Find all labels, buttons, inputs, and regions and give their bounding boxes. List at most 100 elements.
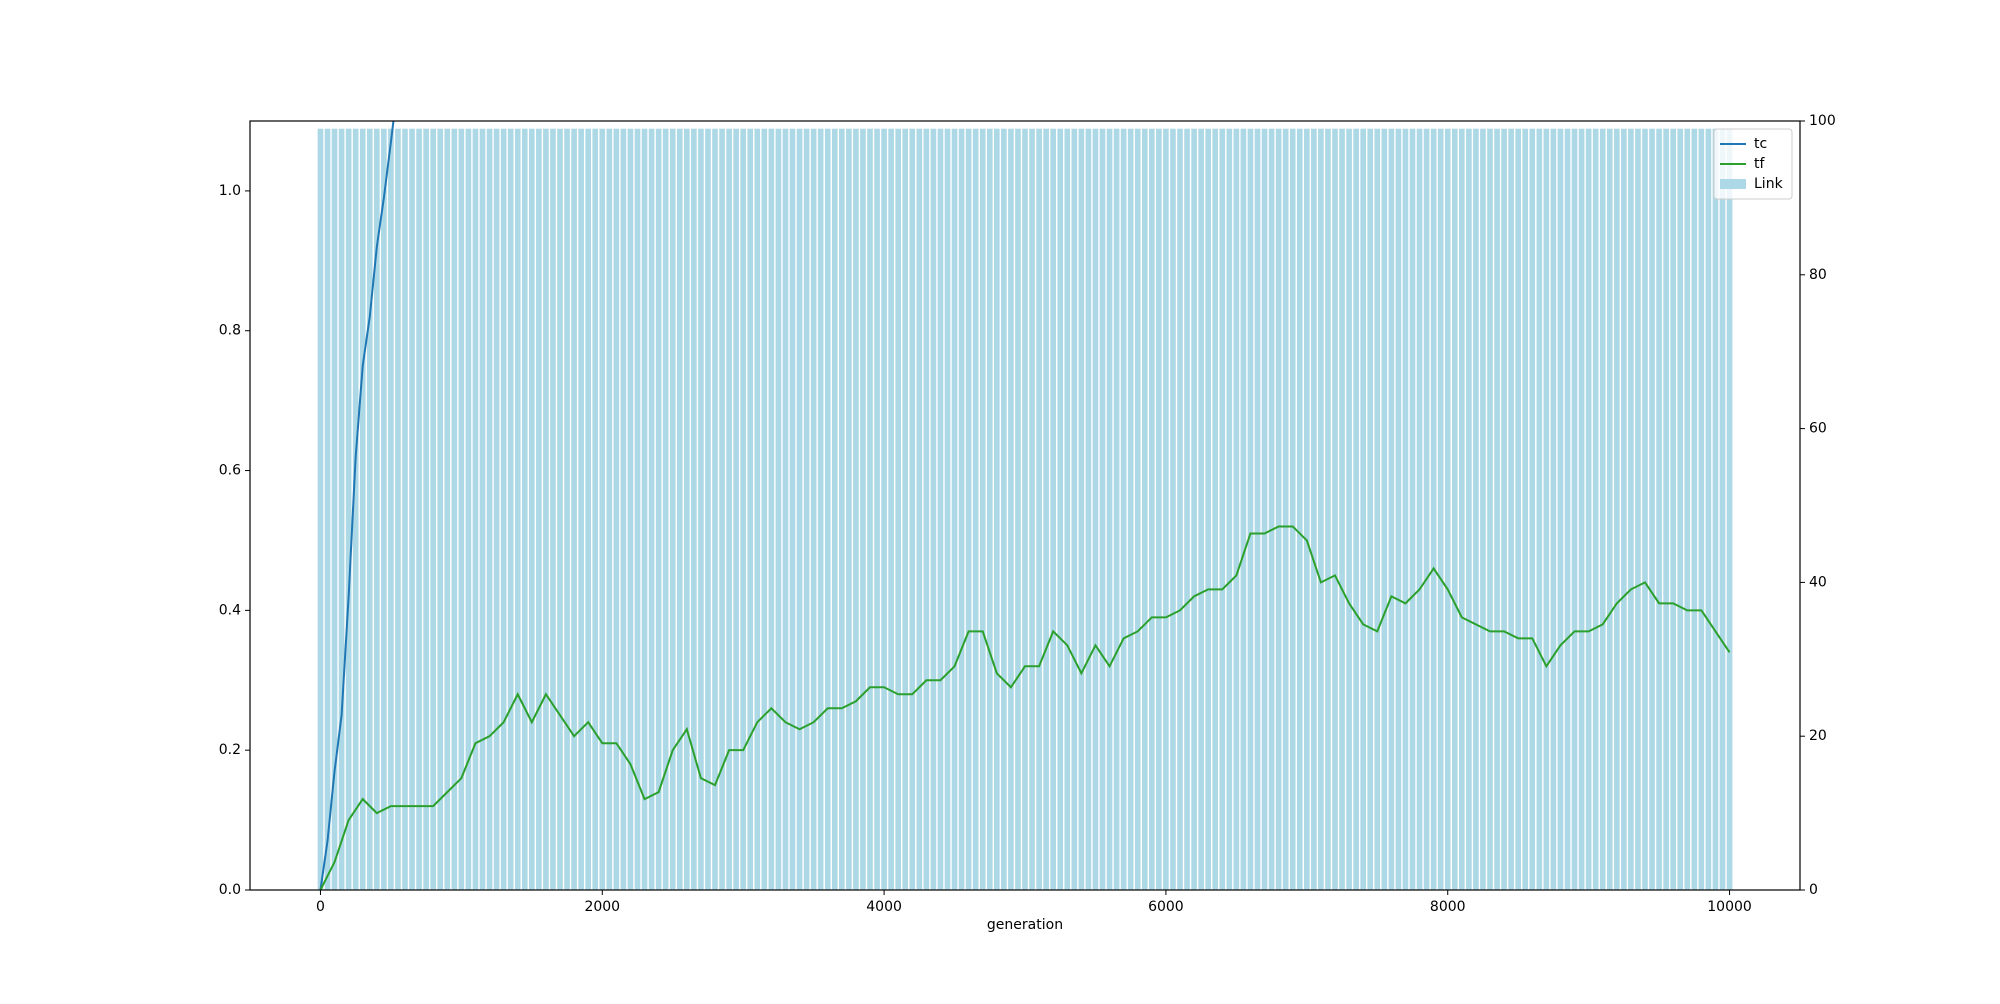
bar [1684,128,1691,890]
bar [902,128,909,890]
x-tick-label: 2000 [584,899,620,915]
axes-frame [249,120,1801,891]
bar [641,128,648,890]
bar [521,128,528,890]
legend-label: tf [1754,156,1765,172]
bar [1008,128,1014,890]
bar [620,128,627,890]
bar [1156,128,1162,890]
bar [712,128,718,890]
bar [1099,128,1106,890]
bar [1550,128,1557,890]
bar [606,128,613,890]
bar [437,128,444,890]
legend-label: tc [1754,136,1767,152]
bar [1599,128,1606,890]
bar [909,128,916,890]
bar [1480,128,1486,890]
bar [1332,128,1338,890]
bar [754,128,761,890]
bar [1621,128,1627,890]
bar [1205,128,1211,890]
bar [1670,128,1676,890]
bar [1423,128,1430,890]
bar [1339,128,1345,890]
bar [860,128,866,890]
bar [881,128,887,890]
bar [1494,128,1500,890]
bar [331,128,338,890]
bar [1149,128,1155,890]
x-tick-label: 6000 [1148,899,1184,915]
bar [430,128,436,890]
bar [1395,128,1402,890]
bar [1022,128,1028,890]
bar [1282,128,1289,890]
bar [1275,128,1282,890]
bar [1029,128,1035,890]
bar [1304,128,1310,890]
bar [592,128,599,890]
bar [599,128,606,890]
bar [1529,128,1536,890]
bar [846,128,852,890]
bar [817,128,824,890]
bar [1444,128,1451,890]
bar [465,128,472,890]
bar [352,128,359,890]
bar [1198,128,1204,890]
bar [676,128,683,890]
bar [1522,128,1529,890]
bar [1649,128,1655,890]
bar [543,128,549,890]
bar [1325,128,1331,890]
bar-layer [317,128,1733,890]
bar [810,128,817,890]
bar [1254,128,1261,890]
bar [648,128,655,890]
y2-tick-label: 60 [1809,421,1827,437]
bar [1064,128,1071,890]
bar [1191,128,1197,890]
bar [1247,128,1254,890]
bar [1113,128,1120,890]
bar [1635,128,1641,890]
y2-tick-label: 100 [1809,113,1836,129]
bar [1501,128,1507,890]
bar [1515,128,1521,890]
bar [451,128,458,890]
tick-layer: 0 2000 4000 6000 8000 10000 0.0 0.2 0.4 0.6 0.8 1.0… [219,113,1836,915]
bar [458,128,465,890]
bar [409,128,415,890]
bar [529,128,535,890]
bar [338,128,345,890]
bar [1036,128,1042,890]
bar [381,128,387,890]
bar [1353,128,1359,890]
bar [1141,128,1148,890]
bar [1466,128,1472,890]
bar [1318,128,1324,890]
bar [444,128,451,890]
bar [1719,128,1726,890]
bar [1127,128,1134,890]
bar [324,128,331,890]
bar [1663,128,1669,890]
bar [374,128,380,890]
bar [768,128,775,890]
bar [1071,128,1078,890]
bar [895,128,901,890]
bar [1374,128,1381,890]
legend: tc tf Link [1713,128,1793,200]
bar [1360,128,1366,890]
bar [1268,128,1275,890]
bar [1402,128,1409,890]
bar [479,128,486,890]
legend-swatch [1720,179,1746,189]
bar [1691,128,1698,890]
bar [1451,128,1458,890]
bar [1212,128,1219,890]
bar [916,128,923,890]
y-tick-label: 0.8 [219,323,241,339]
